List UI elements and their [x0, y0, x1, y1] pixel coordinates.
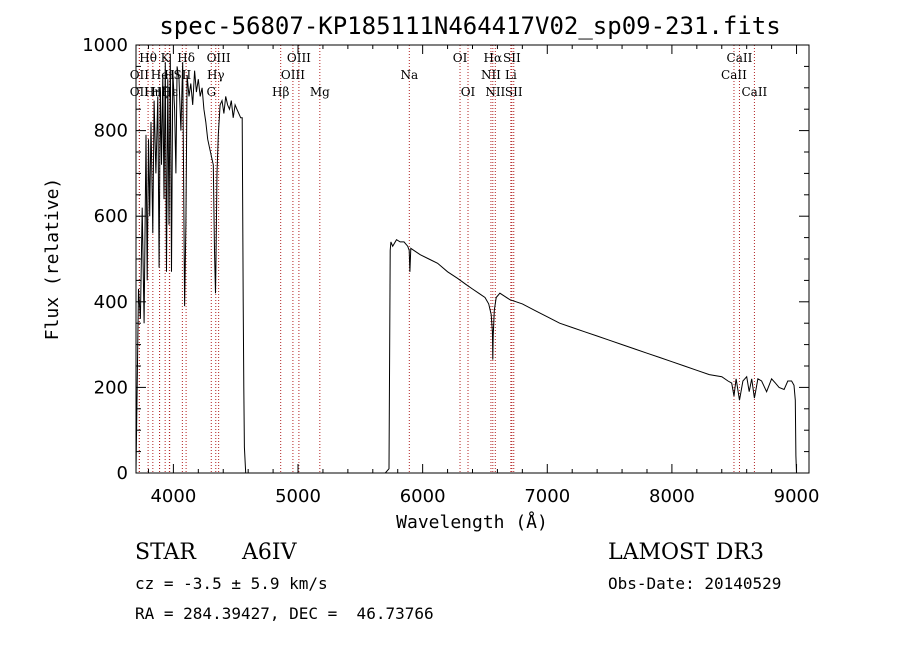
line-label-24: Li	[505, 68, 517, 82]
x-tick-label: 6000	[400, 486, 446, 507]
line-label-25: NII	[485, 85, 505, 99]
line-label-11: OIII	[207, 51, 231, 65]
line-label-29: CaII	[741, 85, 767, 99]
y-tick-label: 1000	[82, 35, 128, 56]
line-label-6: K	[161, 51, 171, 65]
ra-dec: RA = 284.39427, DEC = 46.73766	[135, 604, 434, 623]
line-label-5: H	[164, 68, 174, 82]
y-tick-label: 200	[94, 377, 128, 398]
redshift-velocity: cz = -3.5 ± 5.9 km/s	[135, 574, 328, 593]
line-label-26: SII	[505, 85, 523, 99]
line-label-0: Hθ	[139, 51, 157, 65]
line-label-18: Na	[400, 68, 418, 82]
line-label-13: G	[206, 85, 216, 99]
line-label-17: Mg	[310, 85, 330, 99]
line-label-1: OII	[130, 68, 150, 82]
line-label-14: OIII	[287, 51, 311, 65]
line-label-27: CaII	[727, 51, 753, 65]
spectrum-line	[135, 53, 797, 474]
line-markers	[138, 45, 755, 473]
line-label-4: He	[151, 68, 169, 82]
x-tick-label: 7000	[524, 486, 570, 507]
line-label-12: Hγ	[207, 68, 225, 82]
y-axis-label: Flux (relative)	[42, 178, 63, 341]
obs-date: Obs-Date: 20140529	[608, 574, 782, 593]
line-label-23: NII	[481, 68, 501, 82]
line-label-15: OIII	[281, 68, 305, 82]
x-tick-label: 4000	[150, 486, 196, 507]
survey-name: LAMOST DR3	[608, 540, 764, 565]
x-axis: 4000 5000 6000 7000 8000 9000	[147, 45, 820, 507]
line-label-2: OII	[130, 85, 150, 99]
x-tick-label: 9000	[774, 486, 820, 507]
object-class: STAR	[135, 540, 196, 565]
line-label-3: Hη	[144, 85, 162, 99]
chart-title: spec-56807-KP185111N464417V02_sp09-231.f…	[159, 12, 780, 40]
x-axis-label: Wavelength (Å)	[396, 511, 548, 533]
line-labels: HθOIIOIIHηHeHKHζHδSIIHεOIIIHγGOIIIOIIIHβ…	[130, 51, 768, 99]
object-subclass: A6IV	[242, 540, 297, 565]
line-label-21: Hα	[484, 51, 503, 65]
y-tick-label: 800	[94, 121, 128, 142]
y-tick-label: 0	[117, 463, 128, 484]
x-tick-label: 8000	[649, 486, 695, 507]
y-axis: 0 200 400 600 800 1000	[82, 35, 809, 484]
line-label-28: CaII	[721, 68, 747, 82]
line-label-16: Hβ	[272, 85, 289, 99]
y-tick-label: 400	[94, 292, 128, 313]
line-label-22: SII	[503, 51, 521, 65]
x-tick-label: 5000	[275, 486, 321, 507]
y-tick-label: 600	[94, 206, 128, 227]
line-label-8: Hδ	[177, 51, 195, 65]
line-label-20: OI	[461, 85, 476, 99]
line-label-19: OI	[453, 51, 468, 65]
